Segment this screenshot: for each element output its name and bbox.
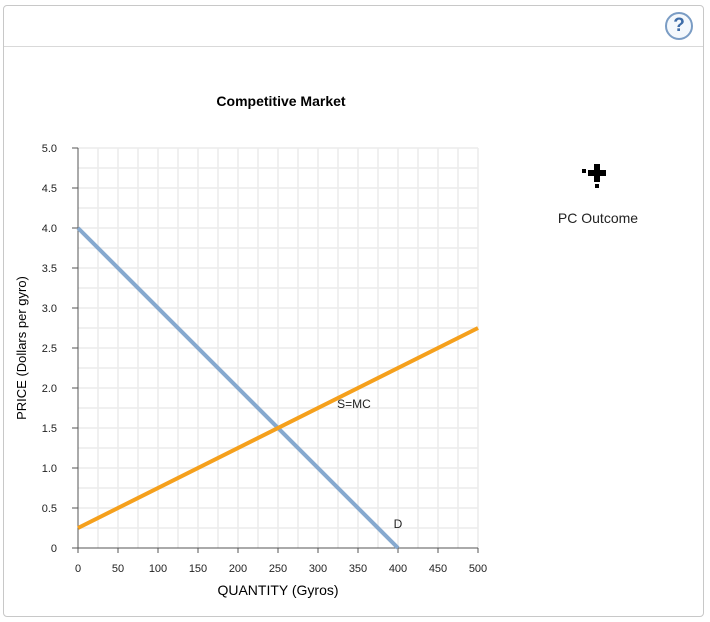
x-tick-label: 150 xyxy=(189,563,207,575)
question-panel: ? xyxy=(3,5,704,617)
x-tick-label: 50 xyxy=(112,563,124,575)
panel-header: ? xyxy=(4,6,703,47)
pc-outcome-tool[interactable] xyxy=(580,164,608,190)
chart-title: Competitive Market xyxy=(216,93,345,109)
x-tick-label: 200 xyxy=(229,563,247,575)
x-tick-label: 300 xyxy=(309,563,327,575)
x-tick-label: 500 xyxy=(469,563,487,575)
y-tick-label: 4.0 xyxy=(42,223,57,235)
crosshair-point-icon xyxy=(582,164,606,188)
x-axis-label: QUANTITY (Gyros) xyxy=(217,582,338,598)
y-tick-label: 3.5 xyxy=(42,263,57,275)
y-tick-label: 1.0 xyxy=(42,463,57,475)
x-tick-label: 450 xyxy=(429,563,447,575)
series-label-s-mc: S=MC xyxy=(337,397,371,411)
y-axis-label: PRICE (Dollars per gyro) xyxy=(14,276,29,420)
axes xyxy=(72,147,479,553)
y-tick-label: 2.5 xyxy=(42,343,57,355)
y-tick-label: 1.5 xyxy=(42,423,57,435)
pc-outcome-label[interactable]: PC Outcome xyxy=(557,210,639,226)
series-lines[interactable] xyxy=(76,226,479,550)
y-tick-label: 3.0 xyxy=(42,303,57,315)
y-tick-label: 2.0 xyxy=(42,383,57,395)
x-tick-label: 350 xyxy=(349,563,367,575)
help-button[interactable]: ? xyxy=(665,12,693,40)
tick-labels: 0 50 100 150 200 250 300 350 400 450 500 0 0.5 1.0 1.5… xyxy=(42,143,487,575)
series-line-s-mc[interactable] xyxy=(77,326,479,530)
series-line-d[interactable] xyxy=(76,226,400,550)
x-tick-label: 100 xyxy=(149,563,167,575)
x-tick-label: 250 xyxy=(269,563,287,575)
y-tick-label: 5.0 xyxy=(42,143,57,155)
series-label-d: D xyxy=(394,517,403,531)
x-tick-label: 400 xyxy=(389,563,407,575)
y-tick-label: 4.5 xyxy=(42,183,57,195)
x-tick-label: 0 xyxy=(75,563,81,575)
series-labels: D S=MC xyxy=(337,397,403,531)
y-tick-label: 0 xyxy=(51,543,57,555)
y-tick-label: 0.5 xyxy=(42,503,57,515)
grid xyxy=(78,147,479,548)
